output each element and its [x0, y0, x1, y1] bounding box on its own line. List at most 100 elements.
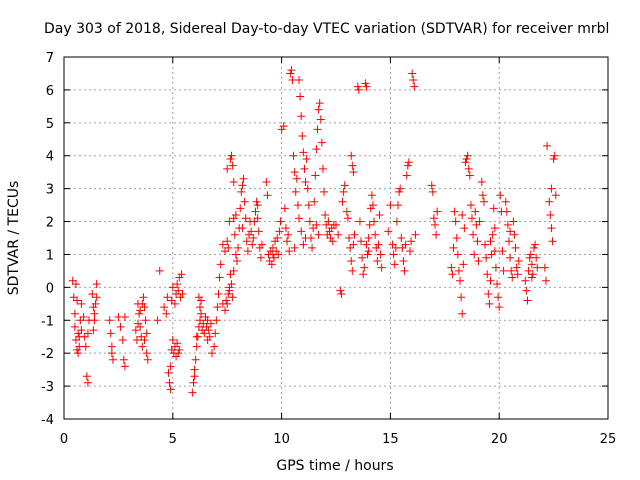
data-point	[313, 125, 322, 134]
data-point	[371, 230, 380, 239]
data-point	[336, 286, 345, 295]
data-point	[368, 201, 377, 210]
data-point	[234, 243, 243, 252]
data-point	[210, 342, 219, 351]
data-point	[513, 270, 522, 279]
data-point	[540, 263, 549, 272]
data-point	[241, 214, 250, 223]
data-point	[302, 155, 311, 164]
data-point	[221, 306, 230, 315]
plot-border	[63, 56, 609, 420]
data-point	[463, 151, 472, 160]
data-point	[452, 234, 461, 242]
data-point	[140, 336, 149, 345]
data-point	[203, 316, 212, 325]
data-point	[528, 270, 537, 279]
data-point	[243, 247, 252, 256]
data-point	[275, 227, 284, 236]
y-tick-label: 5	[46, 117, 54, 132]
data-point	[405, 247, 414, 256]
data-point	[283, 237, 292, 246]
data-point	[354, 85, 363, 94]
data-point	[499, 266, 508, 275]
data-point	[360, 263, 369, 272]
data-point	[478, 191, 487, 200]
data-point	[428, 187, 437, 196]
data-point	[362, 82, 371, 91]
data-point	[173, 339, 182, 348]
data-point	[308, 243, 317, 252]
data-point	[132, 336, 141, 345]
y-tick-label: 0	[46, 281, 54, 296]
data-point	[355, 217, 364, 226]
data-point	[90, 309, 99, 318]
data-point	[395, 187, 404, 196]
data-point	[359, 270, 368, 279]
data-point	[77, 299, 86, 308]
data-point	[212, 316, 221, 325]
data-point	[199, 319, 208, 328]
data-point	[91, 299, 100, 308]
data-point	[166, 385, 175, 394]
data-point	[293, 201, 302, 210]
data-point	[106, 329, 115, 338]
y-tick-label: 3	[46, 183, 54, 198]
data-point	[299, 240, 308, 249]
data-point	[527, 273, 536, 282]
data-point	[448, 270, 457, 279]
data-point	[285, 247, 294, 256]
data-point	[116, 322, 125, 331]
data-point	[315, 99, 324, 108]
data-point	[83, 329, 92, 338]
y-tick-label: 1	[46, 248, 54, 263]
data-point	[223, 299, 232, 308]
data-point	[349, 240, 358, 249]
gridlines	[64, 57, 608, 419]
data-point	[225, 286, 234, 295]
data-point	[227, 280, 236, 289]
data-point	[495, 303, 504, 312]
data-point	[133, 299, 142, 308]
data-point	[407, 237, 416, 246]
data-point	[253, 201, 262, 210]
data-point	[240, 197, 249, 206]
data-point	[549, 155, 558, 164]
data-point	[76, 316, 85, 325]
data-point	[543, 141, 552, 150]
data-point	[211, 329, 220, 338]
y-tick-label: 6	[46, 84, 54, 99]
data-point	[469, 230, 478, 239]
data-point	[490, 224, 499, 233]
data-point	[286, 69, 295, 78]
data-point	[177, 270, 186, 279]
data-point	[514, 257, 523, 266]
data-point	[295, 214, 304, 223]
data-point	[399, 257, 408, 266]
data-point	[484, 289, 493, 298]
data-point	[404, 158, 413, 167]
data-point	[287, 66, 296, 75]
data-point	[390, 260, 399, 269]
data-point	[459, 260, 468, 269]
data-point	[153, 316, 162, 325]
data-point	[300, 164, 309, 173]
data-point	[456, 276, 465, 285]
data-point	[218, 240, 227, 249]
data-point	[192, 342, 201, 351]
data-point	[501, 197, 510, 206]
data-point	[174, 349, 183, 358]
data-point	[486, 276, 495, 285]
data-point	[168, 336, 177, 345]
data-point	[348, 266, 357, 275]
data-point	[118, 336, 127, 345]
data-point	[316, 115, 325, 124]
data-point	[466, 201, 475, 210]
data-point	[139, 293, 148, 302]
data-point	[268, 250, 277, 259]
data-point	[339, 187, 348, 196]
data-point	[314, 105, 323, 114]
data-point	[280, 204, 289, 213]
data-point	[263, 191, 272, 200]
data-point	[464, 164, 473, 173]
